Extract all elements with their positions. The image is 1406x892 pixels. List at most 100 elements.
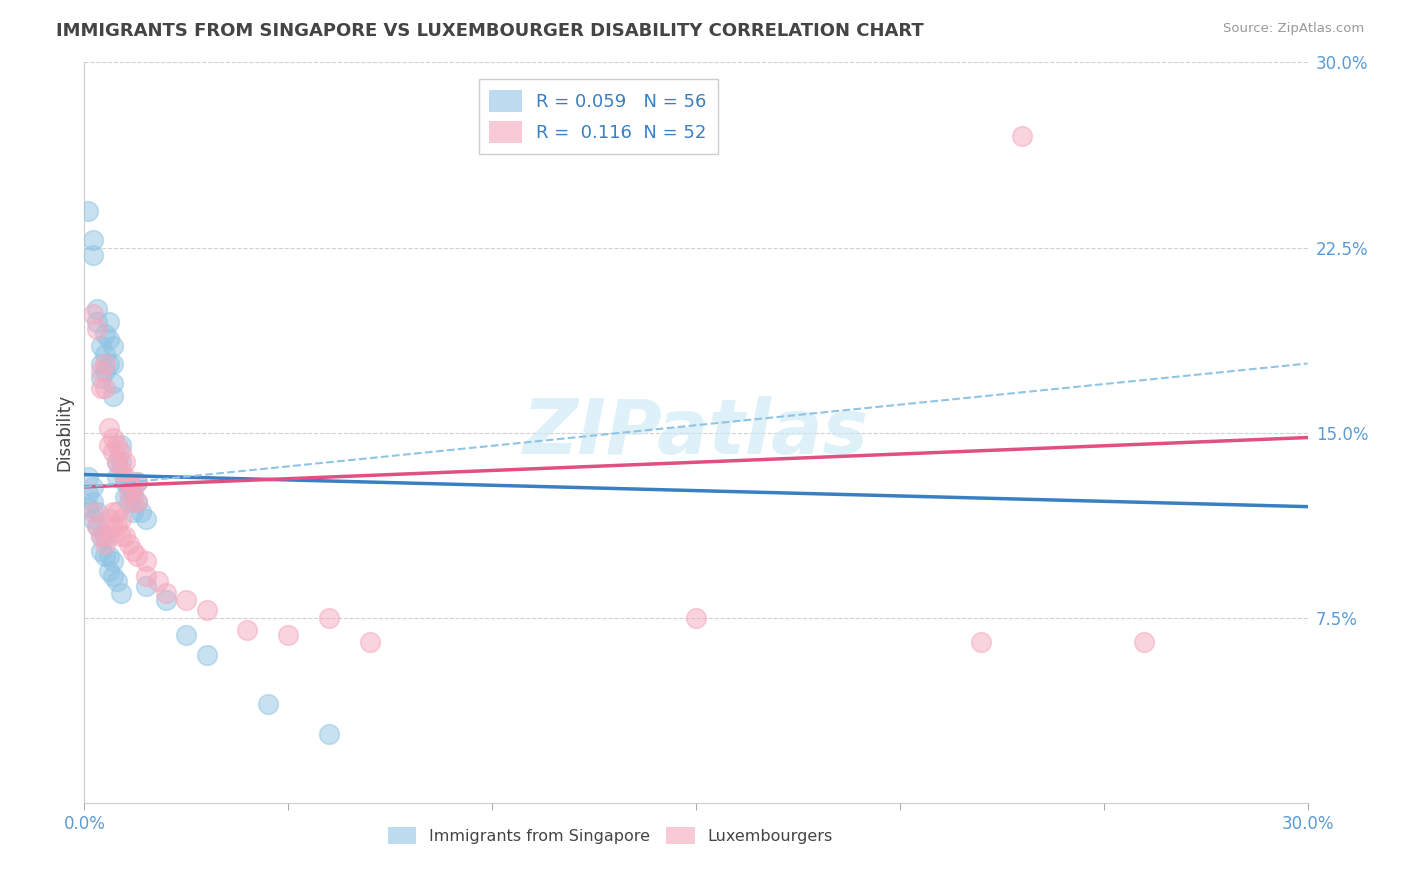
- Point: [122, 505, 145, 519]
- Point: [257, 697, 280, 711]
- Point: [105, 519, 128, 533]
- Legend: Immigrants from Singapore, Luxembourgers: Immigrants from Singapore, Luxembourgers: [381, 820, 839, 850]
- Point: [90, 371, 112, 385]
- Point: [318, 727, 340, 741]
- Point: [86, 302, 108, 317]
- Point: [277, 628, 299, 642]
- Point: [685, 610, 707, 624]
- Point: [110, 445, 132, 459]
- Point: [77, 500, 100, 514]
- Point: [135, 579, 157, 593]
- Point: [114, 455, 136, 469]
- Point: [101, 519, 124, 533]
- Point: [127, 494, 149, 508]
- Point: [135, 554, 157, 568]
- Point: [93, 326, 115, 341]
- Point: [97, 420, 120, 434]
- Point: [90, 381, 112, 395]
- Point: [110, 455, 132, 469]
- Point: [114, 475, 136, 489]
- Point: [101, 568, 124, 582]
- Point: [236, 623, 259, 637]
- Point: [101, 339, 124, 353]
- Point: [82, 494, 104, 508]
- Point: [122, 544, 145, 558]
- Point: [93, 549, 115, 563]
- Point: [93, 364, 115, 378]
- Point: [86, 519, 108, 533]
- Point: [114, 470, 136, 484]
- Point: [195, 648, 218, 662]
- Point: [82, 233, 104, 247]
- Point: [110, 529, 132, 543]
- Point: [93, 381, 115, 395]
- Point: [93, 346, 115, 360]
- Point: [114, 529, 136, 543]
- Point: [93, 536, 115, 550]
- Y-axis label: Disability: Disability: [55, 394, 73, 471]
- Point: [105, 455, 128, 469]
- Point: [1133, 635, 1156, 649]
- Point: [82, 505, 104, 519]
- Text: IMMIGRANTS FROM SINGAPORE VS LUXEMBOURGER DISABILITY CORRELATION CHART: IMMIGRANTS FROM SINGAPORE VS LUXEMBOURGE…: [56, 22, 924, 40]
- Point: [970, 635, 993, 649]
- Point: [97, 529, 120, 543]
- Point: [101, 505, 124, 519]
- Point: [318, 610, 340, 624]
- Point: [101, 445, 124, 459]
- Point: [110, 512, 132, 526]
- Point: [127, 475, 149, 489]
- Text: Source: ZipAtlas.com: Source: ZipAtlas.com: [1223, 22, 1364, 36]
- Point: [155, 586, 177, 600]
- Point: [135, 512, 157, 526]
- Point: [101, 554, 124, 568]
- Point: [77, 203, 100, 218]
- Point: [114, 490, 136, 504]
- Point: [82, 480, 104, 494]
- Point: [86, 505, 108, 519]
- Point: [118, 480, 141, 494]
- Point: [118, 487, 141, 501]
- Point: [82, 248, 104, 262]
- Point: [118, 536, 141, 550]
- Point: [97, 512, 120, 526]
- Point: [86, 322, 108, 336]
- Point: [127, 475, 149, 489]
- Point: [110, 462, 132, 476]
- Point: [93, 357, 115, 371]
- Point: [86, 519, 108, 533]
- Point: [122, 494, 145, 508]
- Point: [122, 480, 145, 494]
- Point: [1011, 129, 1033, 144]
- Point: [97, 332, 120, 346]
- Text: ZIPatlas: ZIPatlas: [523, 396, 869, 469]
- Point: [118, 494, 141, 508]
- Point: [90, 529, 112, 543]
- Point: [90, 529, 112, 543]
- Point: [359, 635, 381, 649]
- Point: [97, 357, 120, 371]
- Point: [118, 475, 141, 489]
- Point: [105, 505, 128, 519]
- Point: [90, 357, 112, 371]
- Point: [101, 376, 124, 391]
- Point: [90, 544, 112, 558]
- Point: [105, 470, 128, 484]
- Point: [146, 574, 169, 588]
- Point: [101, 357, 124, 371]
- Point: [90, 364, 112, 378]
- Point: [82, 512, 104, 526]
- Point: [101, 388, 124, 402]
- Point: [127, 549, 149, 563]
- Point: [97, 438, 120, 452]
- Point: [110, 586, 132, 600]
- Point: [155, 593, 177, 607]
- Point: [77, 470, 100, 484]
- Point: [97, 564, 120, 578]
- Point: [90, 339, 112, 353]
- Point: [105, 438, 128, 452]
- Point: [77, 487, 100, 501]
- Point: [82, 307, 104, 321]
- Point: [101, 431, 124, 445]
- Point: [105, 574, 128, 588]
